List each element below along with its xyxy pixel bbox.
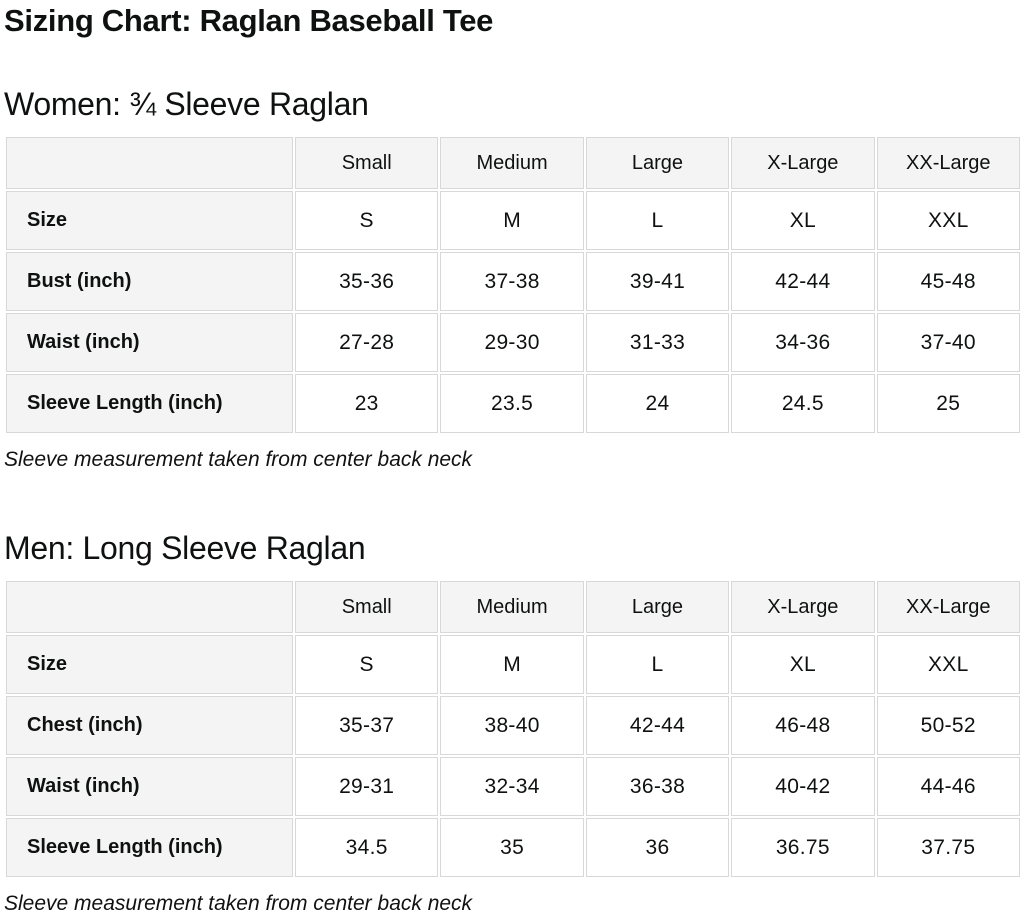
header-cell-empty — [6, 581, 293, 633]
table-cell: XL — [731, 191, 875, 250]
table-cell: 46-48 — [731, 696, 875, 755]
header-cell: Medium — [440, 581, 584, 633]
table-cell: 34.5 — [295, 818, 439, 877]
header-cell: XX-Large — [876, 137, 1020, 189]
header-cell: Large — [585, 137, 730, 189]
page-title: Sizing Chart: Raglan Baseball Tee — [4, 3, 494, 38]
table-cell: XXL — [876, 191, 1020, 250]
row-label: Waist (inch) — [6, 313, 293, 372]
table-row: Sleeve Length (inch) 23 23.5 24 24.5 25 — [6, 374, 1020, 433]
table-cell: 31-33 — [585, 313, 730, 372]
table-cell: 35-36 — [295, 252, 439, 311]
table-cell: 23 — [295, 374, 439, 433]
table-cell: 24.5 — [731, 374, 875, 433]
table-cell: 38-40 — [440, 696, 584, 755]
table-cell: XXL — [876, 635, 1020, 694]
table-row: Chest (inch) 35-37 38-40 42-44 46-48 50-52 — [6, 696, 1020, 755]
table-cell: 42-44 — [731, 252, 875, 311]
table-cell: 35-37 — [295, 696, 439, 755]
table-cell: 29-30 — [440, 313, 584, 372]
table-cell: 36.75 — [731, 818, 875, 877]
table-cell: 29-31 — [295, 757, 439, 816]
table-row: Sleeve Length (inch) 34.5 35 36 36.75 37.75 — [6, 818, 1020, 877]
table-cell: L — [585, 635, 730, 694]
table-row: Size S M L XL XXL — [6, 191, 1020, 250]
table-cell: 45-48 — [876, 252, 1020, 311]
table-row: Waist (inch) 27-28 29-30 31-33 34-36 37-40 — [6, 313, 1020, 372]
header-cell: Large — [585, 581, 730, 633]
table-cell: 39-41 — [585, 252, 730, 311]
table-cell: 36 — [585, 818, 730, 877]
women-size-table: Small Medium Large X-Large XX-Large Size S M L XL… — [4, 135, 1022, 435]
section-heading-men: Men: Long Sleeve Raglan — [4, 530, 366, 566]
header-cell: Small — [295, 581, 439, 633]
header-row: Small Medium Large X-Large XX-Large — [6, 581, 1020, 633]
table-cell: 34-36 — [731, 313, 875, 372]
section-men: Men: Long Sleeve Raglan Small Medium Large… — [4, 529, 1022, 917]
row-label: Waist (inch) — [6, 757, 293, 816]
table-cell: 24 — [585, 374, 730, 433]
table-cell: 40-42 — [731, 757, 875, 816]
table-cell: 37.75 — [876, 818, 1020, 877]
men-size-table: Small Medium Large X-Large XX-Large Size S M L XL… — [4, 579, 1022, 879]
table-cell: S — [295, 191, 439, 250]
header-cell: Small — [295, 137, 439, 189]
table-cell: 23.5 — [440, 374, 584, 433]
table-cell: 32-34 — [440, 757, 584, 816]
row-label: Sleeve Length (inch) — [6, 374, 293, 433]
table-cell: L — [585, 191, 730, 250]
row-label: Size — [6, 635, 293, 694]
table-row: Waist (inch) 29-31 32-34 36-38 40-42 44-46 — [6, 757, 1020, 816]
women-table-note: Sleeve measurement taken from center bac… — [4, 448, 473, 471]
table-cell: M — [440, 635, 584, 694]
table-row: Bust (inch) 35-36 37-38 39-41 42-44 45-48 — [6, 252, 1020, 311]
table-cell: 27-28 — [295, 313, 439, 372]
header-cell-empty — [6, 137, 293, 189]
section-heading-women: Women: ¾ Sleeve Raglan — [4, 86, 369, 122]
table-cell: XL — [731, 635, 875, 694]
row-label: Size — [6, 191, 293, 250]
row-label: Bust (inch) — [6, 252, 293, 311]
section-women: Women: ¾ Sleeve Raglan Small Medium Large X… — [4, 85, 1022, 473]
table-cell: 37-38 — [440, 252, 584, 311]
header-cell: XX-Large — [876, 581, 1020, 633]
table-cell: M — [440, 191, 584, 250]
table-cell: 37-40 — [876, 313, 1020, 372]
table-cell: 50-52 — [876, 696, 1020, 755]
table-cell: S — [295, 635, 439, 694]
table-cell: 35 — [440, 818, 584, 877]
men-table-note: Sleeve measurement taken from center bac… — [4, 892, 473, 915]
table-cell: 42-44 — [585, 696, 730, 755]
header-cell: X-Large — [731, 581, 875, 633]
header-cell: X-Large — [731, 137, 875, 189]
row-label: Chest (inch) — [6, 696, 293, 755]
header-row: Small Medium Large X-Large XX-Large — [6, 137, 1020, 189]
table-cell: 36-38 — [585, 757, 730, 816]
table-cell: 25 — [876, 374, 1020, 433]
table-row: Size S M L XL XXL — [6, 635, 1020, 694]
row-label: Sleeve Length (inch) — [6, 818, 293, 877]
header-cell: Medium — [440, 137, 584, 189]
table-cell: 44-46 — [876, 757, 1020, 816]
